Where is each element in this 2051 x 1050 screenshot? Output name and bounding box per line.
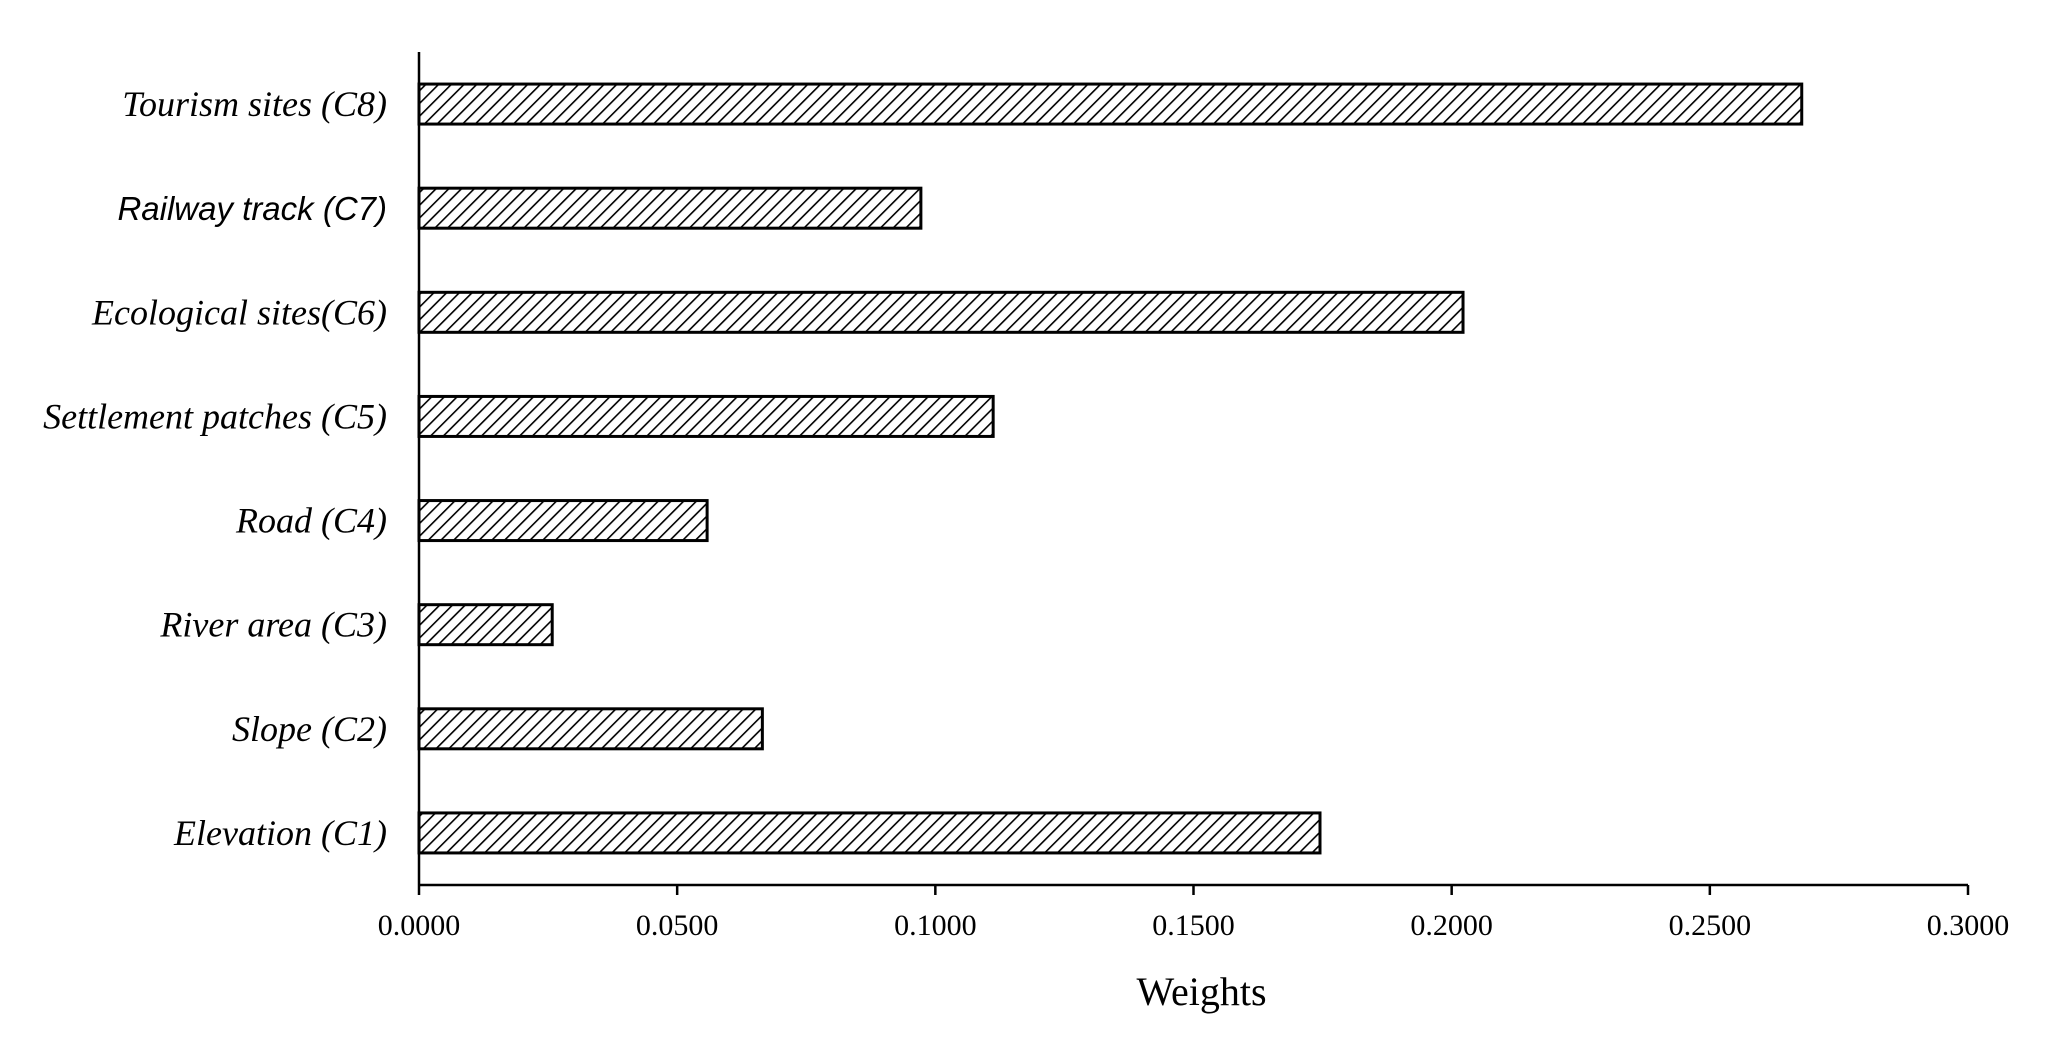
x-tick-label: 0.2500 xyxy=(1669,909,1752,942)
x-tick-label: 0.0500 xyxy=(636,909,719,942)
x-tick-label: 0.1500 xyxy=(1152,909,1235,942)
category-labels: Elevation (C1) Slope (C2) River area (C3) R… xyxy=(43,84,387,853)
x-tick-label: 0.2000 xyxy=(1410,909,1493,942)
bar-river-area-c3 xyxy=(417,603,554,647)
bar-slope-c2 xyxy=(417,707,764,751)
category-label-road-c4: Road (C4) xyxy=(235,501,387,541)
bar-road-c4 xyxy=(417,499,709,543)
category-label-slope-c2: Slope (C2) xyxy=(232,709,387,749)
category-label-settlement-patches-c5: Settlement patches (C5) xyxy=(43,396,387,436)
x-tick-label: 0.1000 xyxy=(894,909,977,942)
bars-layer xyxy=(417,82,1804,855)
bar-elevation-c1 xyxy=(417,811,1322,855)
x-ticks: 0.0000 0.0500 0.1000 0.1500 0.2000 0.2500 0.30… xyxy=(378,885,2010,942)
bar-railway-track-c7 xyxy=(417,186,923,230)
category-label-elevation-c1: Elevation (C1) xyxy=(173,813,387,853)
axes-layer xyxy=(417,52,1968,887)
category-label-river-area-c3: River area (C3) xyxy=(159,605,387,645)
x-axis-title: Weights xyxy=(1136,969,1266,1014)
category-label-tourism-sites-c8: Tourism sites (C8) xyxy=(122,84,387,124)
x-tick-label: 0.3000 xyxy=(1927,909,2010,942)
category-label-ecological-sites-c6: Ecological sites(C6) xyxy=(91,292,387,332)
bar-settlement-patches-c5 xyxy=(417,394,995,438)
x-tick-label: 0.0000 xyxy=(378,909,461,942)
category-label-railway-track-c7: Railway track (C7) xyxy=(117,190,387,227)
bar-tourism-sites-c8 xyxy=(417,82,1804,126)
bar-ecological-sites-c6 xyxy=(417,290,1465,334)
